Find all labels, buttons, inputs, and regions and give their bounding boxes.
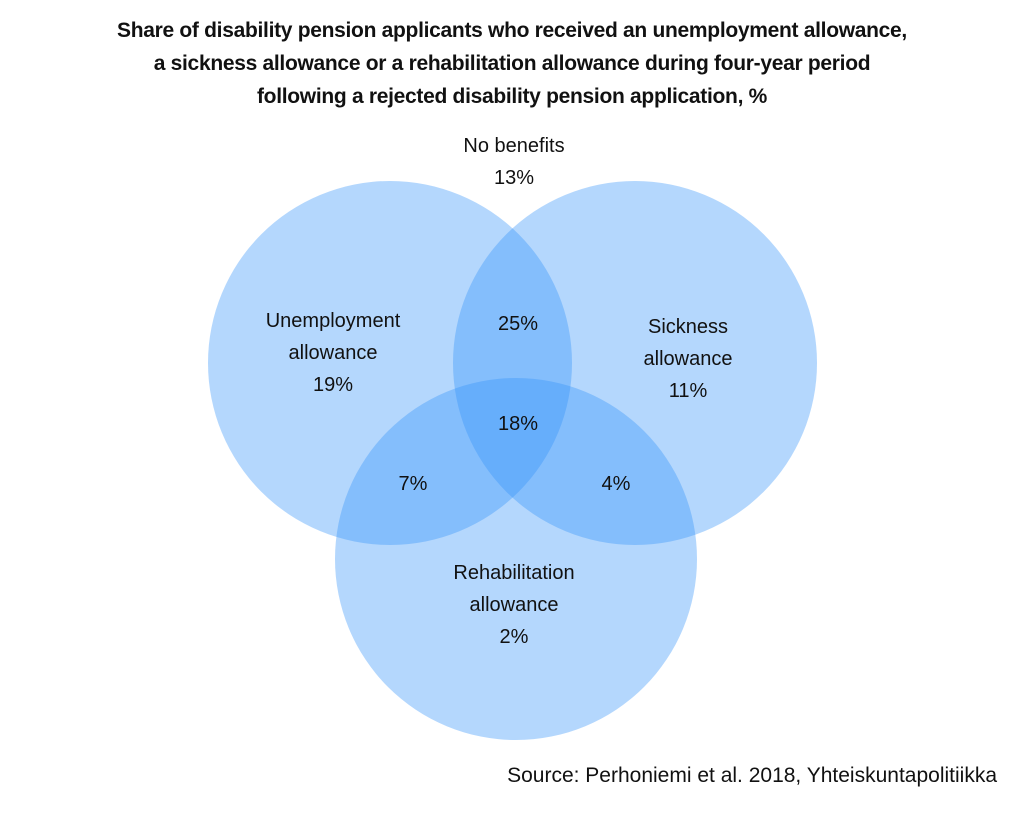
sickness-label: Sickness allowance 11% — [643, 316, 733, 402]
intersection-unemployment-sickness: 25% — [497, 313, 539, 335]
title-line-3: following a rejected disability pension … — [256, 85, 768, 108]
chart-title: Share of disability pension applicants w… — [0, 14, 1024, 113]
intersection-unemployment-rehabilitation: 7% — [398, 473, 428, 495]
circle-rehabilitation — [335, 378, 697, 740]
no-benefits-label: No benefits 13% — [463, 135, 565, 189]
title-line-1: Share of disability pension applicants w… — [117, 19, 907, 42]
intersection-all-three: 18% — [497, 413, 539, 435]
title-line-2: a sickness allowance or a rehabilitation… — [153, 52, 871, 75]
intersection-sickness-rehabilitation: 4% — [601, 473, 631, 495]
source-note: Source: Perhoniemi et al. 2018, Yhteisku… — [507, 764, 997, 787]
circle-sickness — [453, 181, 817, 545]
rehabilitation-label: Rehabilitation allowance 2% — [453, 562, 575, 648]
unemployment-label: Unemployment allowance 19% — [265, 310, 401, 396]
circle-unemployment — [208, 181, 572, 545]
